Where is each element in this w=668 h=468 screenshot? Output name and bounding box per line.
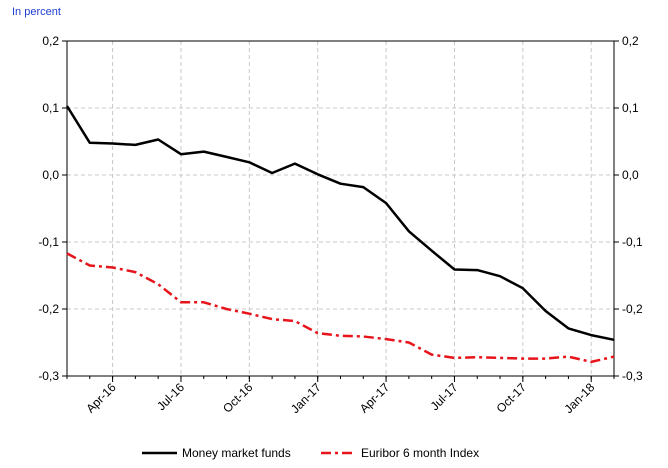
y-tick-label-left: 0,2 (42, 34, 59, 48)
x-tick-label: Apr-16 (83, 380, 119, 416)
unit-label: In percent (12, 6, 61, 18)
plot-frame (66, 40, 615, 377)
x-tick-label: Oct-17 (494, 380, 530, 416)
x-tick-label: Oct-16 (220, 380, 256, 416)
y-tick-label-left: 0,0 (42, 168, 59, 182)
x-tick-label: Jul-17 (428, 380, 461, 413)
y-tick-label-right: 0,0 (622, 168, 639, 182)
legend-label: Money market funds (182, 446, 291, 460)
legend: Money market funds Euribor 6 month Index (142, 446, 479, 460)
y-tick-label-right: -0,1 (622, 235, 643, 249)
x-tick-label: Jan-18 (561, 380, 597, 416)
y-tick-label-right: 0,2 (622, 34, 639, 48)
grid-layer (67, 41, 614, 376)
series-line-money-market-funds (65, 105, 615, 342)
y-tick-label-right: -0,2 (622, 302, 643, 316)
y-tick-label-left: -0,2 (38, 302, 59, 316)
y-tick-label-right: 0,1 (622, 101, 639, 115)
series-line-euribor-6-month (66, 252, 615, 364)
series-layer (65, 105, 615, 364)
x-tick-label: Jan-17 (288, 380, 324, 416)
y-tick-label-left: -0,3 (38, 369, 59, 383)
x-tick-label: Apr-17 (357, 380, 393, 416)
x-tick-label: Jul-16 (154, 380, 187, 413)
y-tick-label-left: 0,1 (42, 101, 59, 115)
legend-label: Euribor 6 month Index (361, 446, 479, 460)
y-tick-label-left: -0,1 (38, 235, 59, 249)
y-tick-label-right: -0,3 (622, 369, 643, 383)
